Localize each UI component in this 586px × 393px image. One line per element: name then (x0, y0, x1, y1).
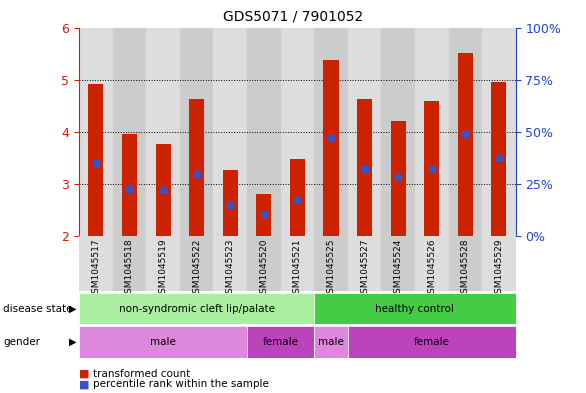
Bar (79, 28, 113, 236)
Text: male: male (150, 337, 176, 347)
Bar (491, 82, 506, 236)
Text: gender: gender (3, 337, 40, 347)
Text: GSM1045522: GSM1045522 (192, 239, 201, 299)
Text: GSM1045518: GSM1045518 (125, 239, 134, 299)
Bar (314, 236, 347, 291)
Bar (458, 53, 473, 236)
Bar (482, 28, 516, 236)
Bar (213, 28, 247, 236)
Text: GSM1045527: GSM1045527 (360, 239, 369, 299)
Text: GSM1045526: GSM1045526 (427, 239, 436, 299)
Bar (347, 28, 381, 236)
Text: ▶: ▶ (69, 303, 77, 314)
Bar (223, 170, 238, 236)
Bar (281, 236, 314, 291)
Bar (247, 236, 281, 291)
Bar (347, 326, 516, 358)
Text: GSM1045525: GSM1045525 (326, 239, 335, 299)
Bar (113, 28, 146, 236)
Text: healthy control: healthy control (376, 303, 454, 314)
Text: GDS5071 / 7901052: GDS5071 / 7901052 (223, 10, 363, 24)
Text: male: male (318, 337, 344, 347)
Bar (415, 28, 448, 236)
Bar (323, 60, 339, 236)
Text: ▶: ▶ (69, 337, 77, 347)
Bar (281, 28, 314, 236)
Bar (88, 84, 104, 236)
Bar (256, 194, 271, 236)
Bar (482, 236, 516, 291)
Bar (113, 236, 146, 291)
Text: GSM1045523: GSM1045523 (226, 239, 235, 299)
Bar (381, 236, 415, 291)
Bar (79, 236, 113, 291)
Bar (314, 293, 516, 324)
Bar (247, 326, 314, 358)
Text: percentile rank within the sample: percentile rank within the sample (93, 379, 268, 389)
Bar (347, 236, 381, 291)
Text: GSM1045529: GSM1045529 (495, 239, 503, 299)
Bar (381, 28, 415, 236)
Text: ■: ■ (79, 379, 90, 389)
Text: transformed count: transformed count (93, 369, 190, 379)
Bar (180, 236, 213, 291)
Bar (314, 326, 347, 358)
Bar (357, 99, 372, 236)
Bar (79, 293, 314, 324)
Bar (146, 236, 180, 291)
Bar (448, 28, 482, 236)
Text: female: female (263, 337, 299, 347)
Text: GSM1045520: GSM1045520 (260, 239, 268, 299)
Bar (155, 143, 171, 236)
Text: GSM1045528: GSM1045528 (461, 239, 470, 299)
Text: ■: ■ (79, 369, 90, 379)
Bar (247, 28, 281, 236)
Text: GSM1045521: GSM1045521 (293, 239, 302, 299)
Bar (290, 159, 305, 236)
Text: GSM1045524: GSM1045524 (394, 239, 403, 299)
Text: non-syndromic cleft lip/palate: non-syndromic cleft lip/palate (118, 303, 275, 314)
Bar (146, 28, 180, 236)
Bar (122, 134, 137, 236)
Bar (180, 28, 213, 236)
Bar (314, 28, 347, 236)
Text: female: female (414, 337, 449, 347)
Bar (189, 99, 204, 236)
Bar (213, 236, 247, 291)
Text: GSM1045517: GSM1045517 (91, 239, 100, 299)
Text: GSM1045519: GSM1045519 (159, 239, 168, 299)
Bar (415, 236, 448, 291)
Bar (391, 121, 406, 236)
Text: disease state: disease state (3, 303, 73, 314)
Bar (448, 236, 482, 291)
Bar (424, 101, 440, 236)
Bar (79, 326, 247, 358)
